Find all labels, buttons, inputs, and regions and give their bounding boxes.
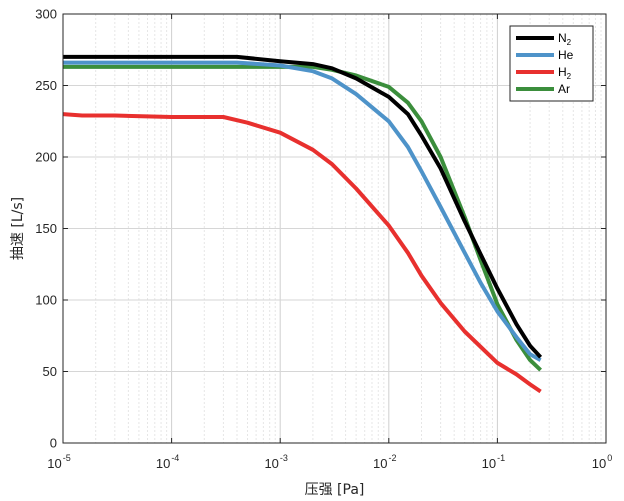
series-line-n2	[63, 54, 543, 359]
y-tick-label: 150	[35, 221, 57, 236]
y-tick-label: 300	[35, 7, 57, 22]
x-tick-label: 10-2	[373, 453, 396, 471]
series-line-ar	[63, 64, 542, 372]
y-tick-label: 100	[35, 293, 57, 308]
y-tick-label: 250	[35, 78, 57, 93]
y-tick-label: 200	[35, 150, 57, 165]
legend-label-he: He	[558, 48, 574, 62]
series-line-h2	[62, 112, 542, 394]
x-tick-label: 10-3	[264, 453, 287, 471]
grid-lines	[63, 14, 606, 443]
series-lines	[62, 54, 543, 394]
series-line-he	[63, 60, 542, 362]
x-tick-label: 10-1	[482, 453, 505, 471]
x-tick-label: 10-4	[156, 453, 179, 471]
y-tick-label: 50	[43, 364, 57, 379]
legend-label-ar: Ar	[558, 82, 570, 96]
x-axis-title: 压强 [Pa]	[305, 482, 365, 498]
y-axis-title: 抽速 [L/s]	[10, 197, 26, 260]
x-tick-label: 100	[592, 453, 612, 471]
y-tick-label: 0	[50, 436, 57, 451]
x-tick-label: 10-5	[47, 453, 70, 471]
